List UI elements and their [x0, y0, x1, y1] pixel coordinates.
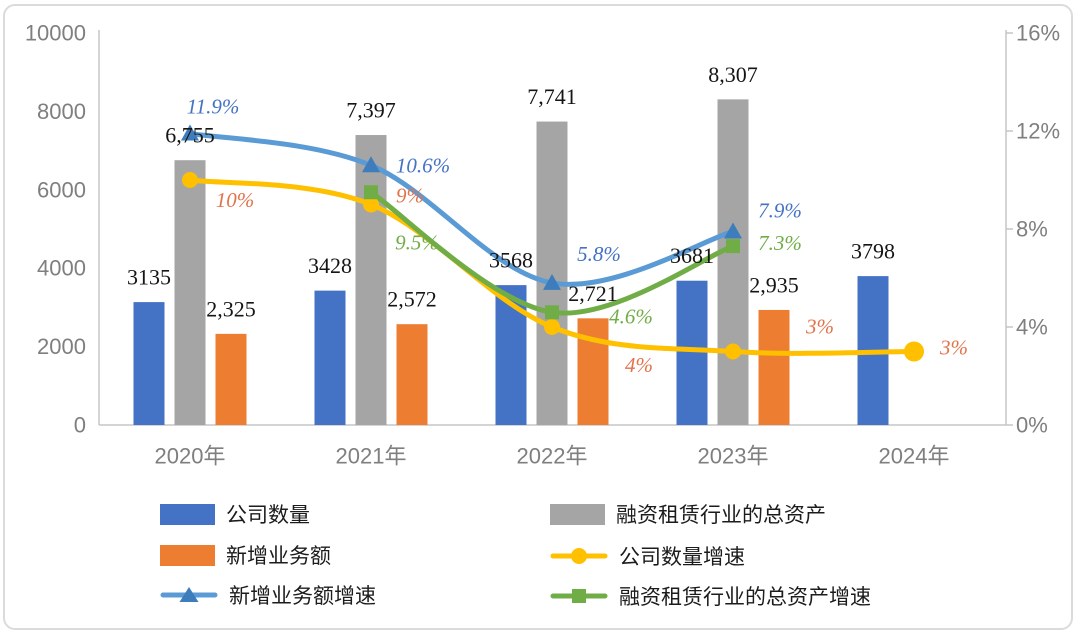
- x-tick-label: 2021年: [336, 444, 407, 469]
- pct-label-new-business-growth: 5.8%: [577, 242, 621, 266]
- marker-company-count-growth: [904, 341, 924, 362]
- pct-label-company-count-growth: 3%: [939, 336, 968, 360]
- pct-label-total-assets-growth: 9.5%: [395, 230, 439, 254]
- pct-label-total-assets-growth: 4.6%: [609, 304, 653, 328]
- marker-new-business-growth: [362, 156, 380, 173]
- marker-new-business-growth: [181, 124, 199, 141]
- bar-label-new-business-volume: 2,325: [206, 296, 256, 321]
- x-tick-label: 2023年: [698, 444, 769, 469]
- y-left-tick-label: 0: [74, 413, 86, 438]
- pct-label-company-count-growth: 4%: [625, 353, 653, 377]
- bar-company-count-2020年: [133, 302, 165, 425]
- pct-label-company-count-growth: 9%: [396, 184, 424, 208]
- lines: [181, 124, 924, 362]
- y-left-tick-label: 4000: [37, 256, 86, 281]
- marker-total-assets-growth: [545, 305, 559, 320]
- bar-industry-total-assets-2022年: [536, 121, 568, 426]
- bar-label-company-count: 3798: [851, 239, 895, 264]
- line-new-business-growth: [187, 130, 736, 287]
- x-tick-label: 2020年: [155, 444, 226, 469]
- marker-company-count-growth: [544, 319, 560, 335]
- y-right-tick-label: 4%: [1016, 315, 1048, 340]
- marker-company-count-growth: [725, 343, 741, 360]
- y-right-tick-label: 12%: [1016, 119, 1060, 144]
- y-left-tick-label: 6000: [37, 177, 86, 202]
- marker-total-assets-growth: [364, 185, 378, 200]
- pct-label-new-business-growth: 11.9%: [187, 94, 240, 118]
- right-axis-labels: 16% 12% 8% 4% 0%: [1016, 21, 1060, 438]
- bar-new-business-volume-2023年: [758, 309, 790, 425]
- marker-company-count-growth: [182, 172, 198, 188]
- bar-company-count-2021年: [314, 290, 346, 425]
- y-left-tick-label: 8000: [37, 99, 86, 124]
- bar-label-new-business-volume: 2,721: [568, 281, 618, 306]
- y-right-tick-label: 16%: [1016, 21, 1060, 46]
- bar-label-company-count: 3568: [489, 248, 533, 273]
- bar-new-business-volume-2021年: [396, 324, 428, 425]
- bar-label-new-business-volume: 2,572: [387, 287, 437, 312]
- bar-industry-total-assets-2021年: [355, 135, 387, 425]
- bar-company-count-2023年: [676, 280, 708, 425]
- x-tick-label: 2024年: [879, 444, 950, 469]
- marker-new-business-growth: [724, 222, 742, 239]
- y-right-tick-label: 0%: [1016, 413, 1048, 438]
- bar-new-business-volume-2022年: [577, 318, 609, 425]
- bar-new-business-volume-2020年: [215, 333, 247, 425]
- bar-industry-total-assets-2020年: [174, 160, 206, 426]
- pct-label-new-business-growth: 10.6%: [396, 153, 450, 177]
- marker-new-business-growth: [543, 273, 561, 290]
- pct-label-total-assets-growth: 7.3%: [758, 231, 802, 255]
- bars: [133, 99, 889, 426]
- x-axis-labels: 2020年 2021年 2022年 2023年 2024年: [155, 444, 950, 469]
- pct-label-company-count-growth: 3%: [805, 315, 834, 339]
- pct-label-company-count-growth: 10%: [216, 188, 255, 212]
- percent-labels: 10% 9% 4% 3% 3% 11.9% 10.6% 5.8% 7.9% 9.5% 4.6% 7.3…: [187, 94, 968, 377]
- bar-label-industry-total-assets: 6,755: [165, 123, 215, 148]
- bar-label-industry-total-assets: 7,741: [527, 84, 577, 109]
- bar-industry-total-assets-2023年: [717, 99, 749, 425]
- pct-label-new-business-growth: 7.9%: [758, 198, 802, 222]
- x-tick-label: 2022年: [517, 444, 588, 469]
- bar-label-company-count: 3135: [127, 265, 171, 290]
- y-left-tick-label: 10000: [25, 21, 86, 46]
- marker-company-count-growth: [363, 196, 379, 213]
- bar-label-industry-total-assets: 7,397: [346, 98, 396, 123]
- bar-value-labels: 3135 3428 3568 3681 3798 6,755 7,397 7,741 8,307…: [127, 62, 895, 321]
- y-left-tick-label: 2000: [37, 334, 86, 359]
- bar-label-new-business-volume: 2,935: [749, 272, 799, 297]
- bar-label-company-count: 3681: [670, 243, 714, 268]
- bar-label-industry-total-assets: 8,307: [708, 62, 758, 87]
- marker-total-assets-growth: [726, 239, 740, 254]
- bar-label-company-count: 3428: [308, 253, 352, 278]
- y-right-tick-label: 8%: [1016, 217, 1048, 242]
- left-axis-labels: 10000 8000 6000 4000 2000 0: [25, 21, 86, 438]
